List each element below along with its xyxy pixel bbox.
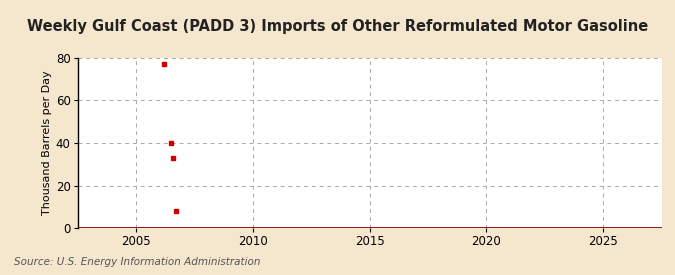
Y-axis label: Thousand Barrels per Day: Thousand Barrels per Day (42, 71, 52, 215)
Text: Weekly Gulf Coast (PADD 3) Imports of Other Reformulated Motor Gasoline: Weekly Gulf Coast (PADD 3) Imports of Ot… (27, 19, 648, 34)
Text: Source: U.S. Energy Information Administration: Source: U.S. Energy Information Administ… (14, 257, 260, 267)
